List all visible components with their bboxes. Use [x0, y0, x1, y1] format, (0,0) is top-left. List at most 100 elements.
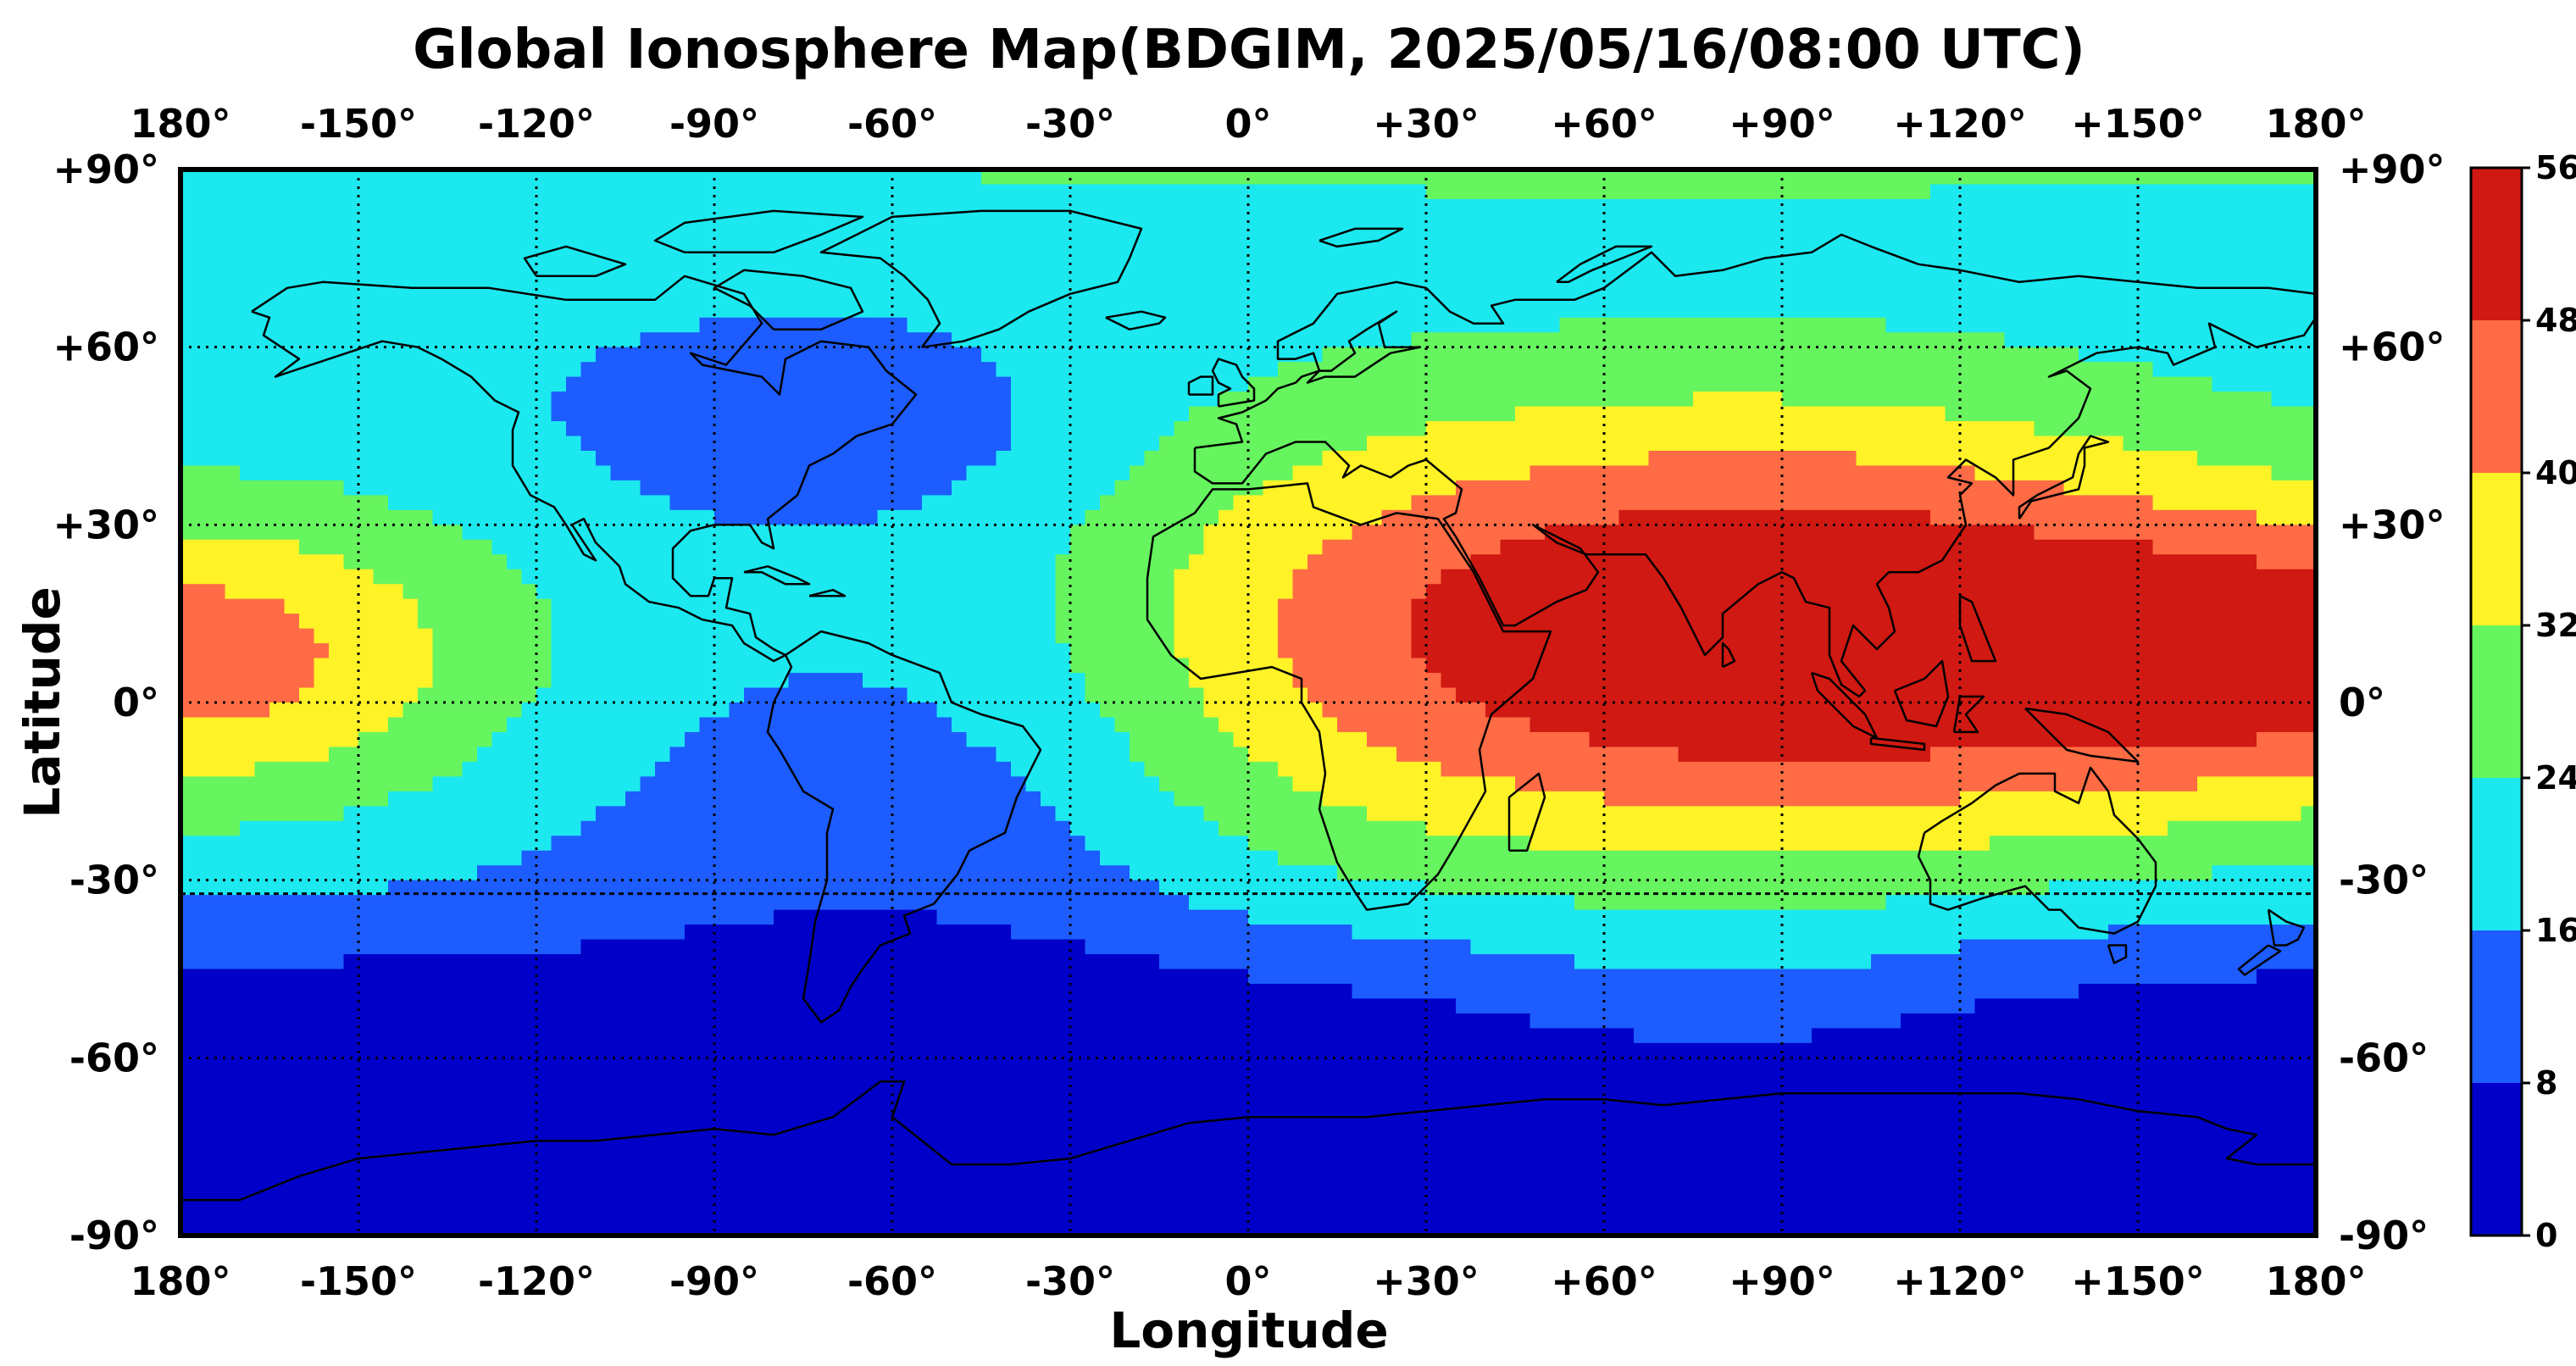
tec-cell — [2063, 169, 2079, 186]
tec-cell — [996, 450, 1012, 763]
tec-cell — [373, 731, 389, 808]
tec-cell — [1574, 169, 1591, 200]
tec-cell — [1945, 525, 1961, 748]
tec-cell — [1144, 776, 1160, 881]
tec-cell — [1723, 909, 1739, 970]
tec-cell — [922, 169, 938, 333]
tec-cell — [1574, 406, 1591, 467]
tec-cell — [1574, 791, 1591, 852]
tec-cell — [2093, 747, 2109, 792]
tec-cell — [1856, 317, 1872, 408]
tec-cell — [580, 362, 597, 452]
tec-cell — [1367, 184, 1383, 348]
tec-cell — [284, 614, 300, 703]
tec-cell — [2182, 983, 2198, 1236]
tec-cell — [2049, 347, 2065, 437]
tec-cell — [1559, 791, 1575, 852]
tec-cell — [1233, 969, 1249, 1236]
tec-cell — [1130, 169, 1146, 186]
tec-cell — [2004, 747, 2020, 792]
tec-cell — [1055, 554, 1071, 644]
tec-cell — [1530, 539, 1546, 733]
tec-cell — [1441, 776, 1457, 837]
latitude-tick-label: -90° — [69, 1213, 159, 1258]
tec-cell — [1812, 450, 1828, 511]
tec-cell — [2301, 865, 2316, 925]
tec-cell — [655, 761, 671, 941]
tec-cell — [210, 169, 226, 467]
tec-cell — [1796, 761, 1813, 808]
tec-cell — [240, 895, 256, 970]
tec-cell — [1574, 317, 1591, 408]
tec-cell — [818, 525, 834, 674]
tec-cell — [2108, 880, 2124, 925]
tec-cell — [2301, 184, 2316, 408]
tec-cell — [847, 317, 863, 526]
tec-cell — [1441, 198, 1457, 333]
colorbar-band — [2471, 473, 2522, 625]
tec-cell — [1189, 687, 1205, 808]
tec-cell — [1618, 1028, 1635, 1236]
tec-cell — [1278, 658, 1294, 778]
tec-cell — [729, 702, 745, 925]
tec-cell — [1678, 406, 1694, 452]
longitude-tick-label: -60° — [847, 101, 937, 147]
tec-cell — [1990, 184, 2006, 333]
tec-cell — [2212, 820, 2228, 866]
tec-cell — [981, 465, 997, 748]
tec-cell — [1307, 169, 1324, 186]
tec-cell — [1974, 184, 1990, 333]
tec-cell — [1648, 169, 1664, 200]
tec-cell — [1901, 509, 1917, 763]
tec-cell — [1530, 954, 1546, 1030]
tec-cell — [402, 169, 419, 511]
tec-cell — [863, 909, 879, 1236]
tec-cell — [1307, 465, 1324, 556]
tec-cell — [240, 776, 256, 822]
tec-cell — [180, 539, 197, 586]
tec-cell — [2286, 925, 2302, 970]
tec-cell — [388, 954, 404, 1236]
tec-cell — [981, 362, 997, 467]
tec-cell — [1441, 169, 1457, 200]
tec-cell — [1634, 850, 1650, 911]
tec-cell — [1411, 169, 1427, 186]
tec-cell — [1604, 406, 1620, 467]
tec-cell — [402, 598, 419, 703]
tec-cell — [952, 925, 968, 1236]
tec-cell — [610, 347, 626, 481]
tec-cell — [477, 865, 493, 955]
tec-cell — [610, 169, 626, 348]
tec-cell — [863, 169, 879, 319]
tec-cell — [1263, 184, 1279, 378]
tec-cell — [2168, 747, 2184, 792]
tec-cell — [2138, 184, 2154, 363]
tec-cell — [269, 761, 286, 822]
tec-cell — [2034, 836, 2050, 896]
tec-cell — [685, 332, 701, 511]
tec-cell — [2093, 169, 2109, 186]
coastline — [1917, 766, 2157, 935]
tec-cell — [2257, 169, 2273, 186]
tec-cell — [1426, 169, 1442, 200]
tec-cell — [2257, 969, 2273, 1236]
tec-cell — [2019, 939, 2035, 1000]
tec-cell — [1219, 731, 1235, 837]
tec-cell — [2212, 865, 2228, 925]
tec-cell — [1189, 909, 1205, 970]
tec-cell — [1545, 731, 1561, 792]
coastline — [2107, 944, 2128, 964]
tec-cell — [877, 509, 893, 689]
tec-cell — [1322, 865, 1338, 925]
tec-cell — [1589, 465, 1605, 526]
coastline — [1187, 375, 1214, 396]
tec-cell — [432, 880, 448, 955]
tec-cell — [2004, 347, 2020, 422]
tec-cell — [343, 806, 359, 896]
tec-cell — [1634, 169, 1650, 200]
tec-cell — [1945, 850, 1961, 896]
colorbar-tick-label: 0 — [2535, 1217, 2557, 1254]
tec-cell — [1159, 184, 1175, 437]
tec-cell — [1545, 198, 1561, 333]
tec-cell — [1263, 761, 1279, 852]
